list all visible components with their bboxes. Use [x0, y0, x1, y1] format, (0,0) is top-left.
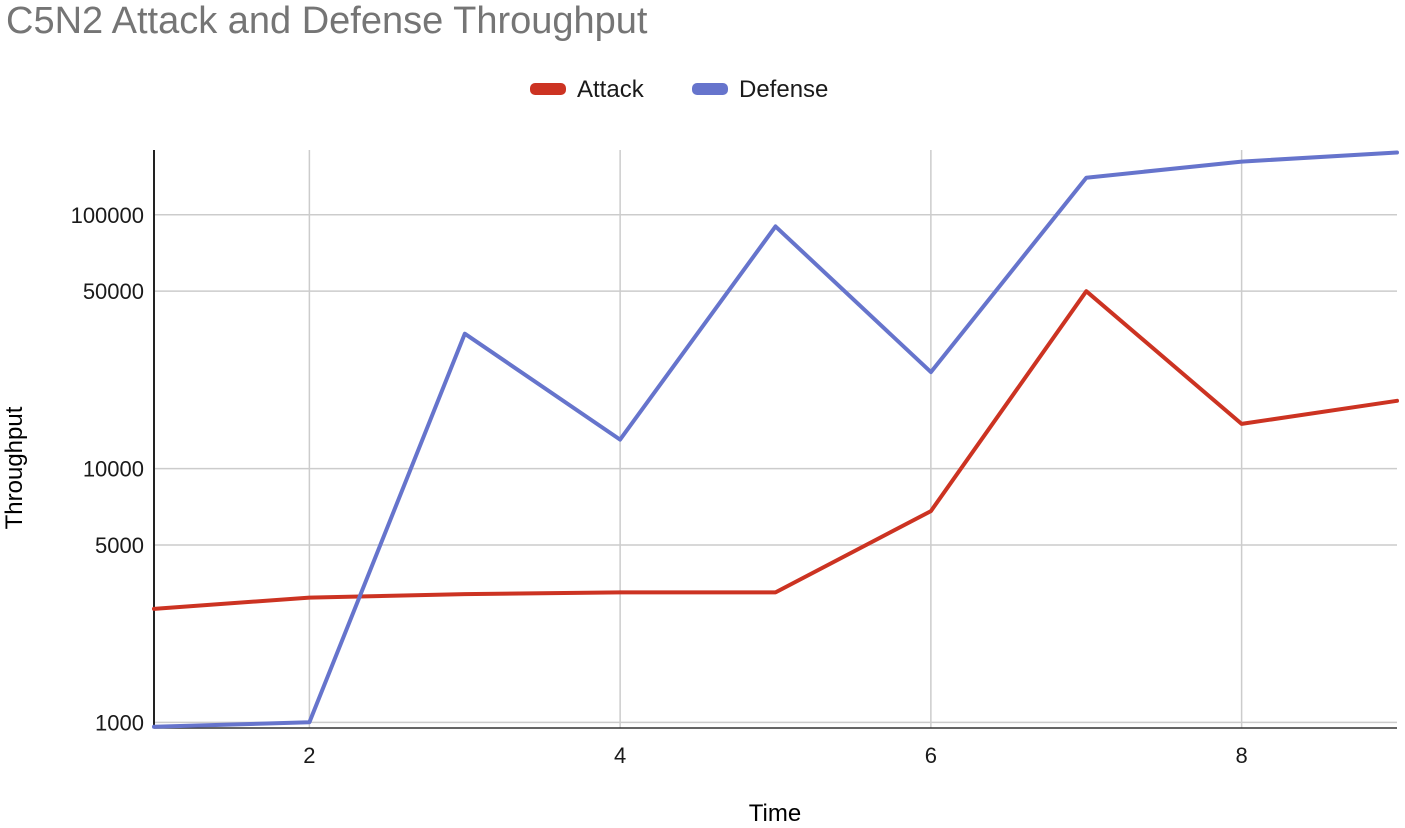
- y-axis-title: Throughput: [1, 406, 28, 529]
- chart-title: C5N2 Attack and Defense Throughput: [6, 0, 648, 42]
- y-tick-label: 1000: [95, 710, 144, 735]
- x-tick-label: 8: [1236, 743, 1248, 768]
- grid-lines: [154, 150, 1397, 729]
- x-tick-label: 2: [303, 743, 315, 768]
- y-tick-labels: 1000 5000 10000 50000 100000: [71, 203, 144, 736]
- x-tick-labels: 2 4 6 8: [303, 743, 1248, 768]
- legend-label-defense: Defense: [739, 76, 828, 103]
- defense-series-line: [152, 150, 1399, 729]
- x-axis-title: Time: [749, 800, 801, 827]
- y-tick-label: 50000: [83, 279, 144, 304]
- x-tick-label: 6: [925, 743, 937, 768]
- attack-series-line: [152, 289, 1399, 611]
- x-tick-label: 4: [614, 743, 626, 768]
- legend: Attack Defense: [530, 76, 828, 103]
- y-tick-label: 5000: [95, 533, 144, 558]
- series-lines: [152, 150, 1399, 729]
- legend-swatch-defense: [692, 83, 728, 95]
- y-tick-label: 10000: [83, 457, 144, 482]
- legend-swatch-attack: [530, 83, 566, 95]
- y-tick-label: 100000: [71, 203, 144, 228]
- legend-label-attack: Attack: [577, 76, 645, 103]
